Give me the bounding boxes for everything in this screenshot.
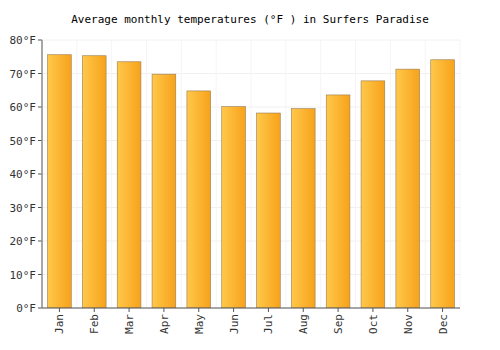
bar	[396, 69, 420, 308]
x-tick-label: Aug	[297, 314, 310, 334]
grid-line-v	[216, 40, 217, 308]
grid-line-v	[76, 40, 77, 308]
tick	[38, 207, 42, 208]
x-tick	[338, 308, 339, 312]
y-tick-label: 10°F	[10, 269, 37, 282]
bar	[187, 91, 211, 308]
y-axis	[42, 40, 43, 308]
tick	[38, 241, 42, 242]
x-tick	[163, 308, 164, 312]
x-tick-label: May	[193, 314, 206, 334]
x-tick-label: Jun	[228, 314, 241, 334]
y-tick-label: 40°F	[10, 168, 37, 181]
y-tick-label: 50°F	[10, 135, 37, 148]
grid-line-v	[111, 40, 112, 308]
y-tick-label: 20°F	[10, 235, 37, 248]
chart: Average monthly temperatures (°F ) in Su…	[0, 0, 500, 350]
bar	[326, 95, 350, 308]
x-tick	[129, 308, 130, 312]
x-tick-label: Feb	[88, 314, 101, 334]
tick	[38, 40, 42, 41]
bar	[48, 55, 72, 308]
bar	[291, 109, 315, 308]
x-tick-label: Jan	[53, 314, 66, 334]
x-tick	[442, 308, 443, 312]
grid-line-v	[181, 40, 182, 308]
x-tick-label: Apr	[158, 314, 171, 334]
grid-line-v	[320, 40, 321, 308]
y-tick-label: 70°F	[10, 68, 37, 81]
x-tick	[233, 308, 234, 312]
x-tick	[268, 308, 269, 312]
grid-line-v	[146, 40, 147, 308]
bars	[48, 55, 455, 308]
x-tick-label: Nov	[402, 314, 415, 334]
tick	[38, 274, 42, 275]
bar	[152, 74, 176, 308]
x-tick-label: Mar	[123, 314, 136, 334]
grid-line-v	[285, 40, 286, 308]
tick	[38, 308, 42, 309]
y-tick-label: 80°F	[10, 34, 37, 47]
tick	[38, 140, 42, 141]
x-axis	[42, 308, 460, 309]
x-tick	[407, 308, 408, 312]
grid-line-v	[425, 40, 426, 308]
tick	[38, 107, 42, 108]
x-tick-label: Oct	[367, 314, 380, 334]
bar	[117, 62, 141, 308]
grid-line	[42, 308, 460, 309]
bar	[257, 113, 281, 308]
tick	[38, 174, 42, 175]
x-tick	[59, 308, 60, 312]
x-tick	[198, 308, 199, 312]
x-tick	[372, 308, 373, 312]
y-tick-label: 30°F	[10, 202, 37, 215]
bar	[222, 107, 246, 308]
title: Average monthly temperatures (°F ) in Su…	[71, 13, 429, 26]
bar	[82, 56, 106, 308]
x-tick-label: Sep	[332, 314, 345, 334]
x-tick-label: Jul	[262, 314, 275, 334]
grid-line-v	[42, 40, 43, 308]
x-tick	[94, 308, 95, 312]
grid-line-v	[460, 40, 461, 308]
tick	[38, 73, 42, 74]
grid-line-v	[355, 40, 356, 308]
y-tick-label: 60°F	[10, 101, 37, 114]
y-tick-label: 0°F	[16, 302, 36, 315]
x-tick-label: Dec	[437, 314, 450, 334]
bar	[431, 60, 455, 308]
grid-line-v	[251, 40, 252, 308]
grid-line-v	[390, 40, 391, 308]
bar	[361, 81, 385, 308]
x-tick	[303, 308, 304, 312]
